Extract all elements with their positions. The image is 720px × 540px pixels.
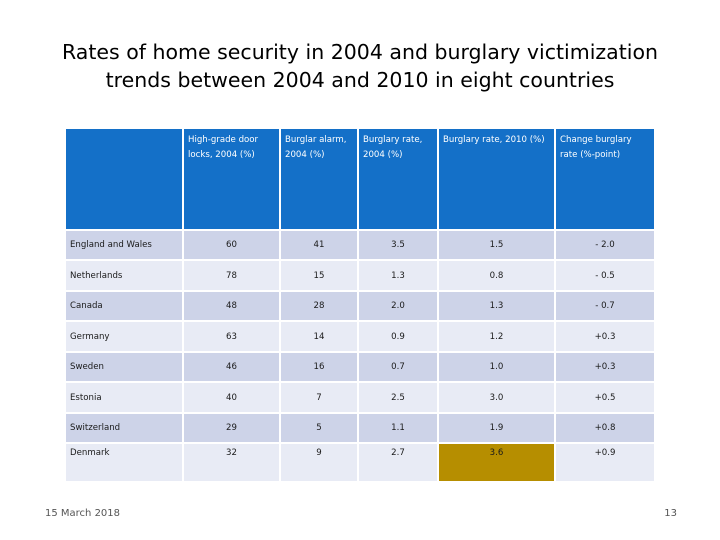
cell-rate-2010-highlighted: 3.6 xyxy=(437,442,556,483)
cell-burglar-alarm: 5 xyxy=(279,411,359,445)
cell-change: +0.8 xyxy=(554,411,656,445)
table-row: Estonia 40 7 2.5 3.0 +0.5 xyxy=(64,381,656,414)
header-burglar-alarm: Burglar alarm, 2004 (%) xyxy=(279,127,359,231)
cell-rate-2004: 2.0 xyxy=(357,289,439,323)
slide-title: Rates of home security in 2004 and burgl… xyxy=(40,38,680,94)
cell-change: - 2.0 xyxy=(554,228,656,262)
cell-country: Canada xyxy=(64,289,184,323)
cell-country: Germany xyxy=(64,320,184,353)
cell-burglar-alarm: 14 xyxy=(279,320,359,353)
cell-door-locks: 32 xyxy=(182,442,281,483)
table-row: England and Wales 60 41 3.5 1.5 - 2.0 xyxy=(64,228,656,262)
cell-burglar-alarm: 28 xyxy=(279,289,359,323)
cell-rate-2010: 1.5 xyxy=(437,228,556,262)
cell-door-locks: 29 xyxy=(182,411,281,445)
cell-rate-2004: 0.7 xyxy=(357,350,439,384)
cell-burglar-alarm: 9 xyxy=(279,442,359,483)
table-row: Canada 48 28 2.0 1.3 - 0.7 xyxy=(64,289,656,323)
page-number: 13 xyxy=(664,508,677,519)
cell-rate-2004: 0.9 xyxy=(357,320,439,353)
header-burglary-rate-2004: Burglary rate, 2004 (%) xyxy=(357,127,439,231)
cell-change: +0.5 xyxy=(554,381,656,414)
cell-burglar-alarm: 7 xyxy=(279,381,359,414)
cell-door-locks: 46 xyxy=(182,350,281,384)
cell-burglar-alarm: 41 xyxy=(279,228,359,262)
cell-rate-2010: 1.0 xyxy=(437,350,556,384)
cell-country: Netherlands xyxy=(64,259,184,292)
cell-door-locks: 60 xyxy=(182,228,281,262)
cell-change: +0.9 xyxy=(554,442,656,483)
cell-rate-2004: 2.5 xyxy=(357,381,439,414)
cell-rate-2004: 2.7 xyxy=(357,442,439,483)
cell-country: Denmark xyxy=(64,442,184,483)
cell-country: Switzerland xyxy=(64,411,184,445)
cell-door-locks: 40 xyxy=(182,381,281,414)
cell-rate-2004: 1.3 xyxy=(357,259,439,292)
cell-door-locks: 78 xyxy=(182,259,281,292)
table-row: Sweden 46 16 0.7 1.0 +0.3 xyxy=(64,350,656,384)
cell-door-locks: 48 xyxy=(182,289,281,323)
cell-rate-2010: 3.0 xyxy=(437,381,556,414)
table-row: Switzerland 29 5 1.1 1.9 +0.8 xyxy=(64,411,656,445)
cell-burglar-alarm: 15 xyxy=(279,259,359,292)
cell-country: Estonia xyxy=(64,381,184,414)
cell-change: +0.3 xyxy=(554,320,656,353)
cell-change: - 0.5 xyxy=(554,259,656,292)
cell-rate-2010: 0.8 xyxy=(437,259,556,292)
table-row: Denmark 32 9 2.7 3.6 +0.9 xyxy=(64,442,656,483)
cell-door-locks: 63 xyxy=(182,320,281,353)
cell-burglar-alarm: 16 xyxy=(279,350,359,384)
slide-title-line-2: trends between 2004 and 2010 in eight co… xyxy=(105,68,615,92)
cell-country: England and Wales xyxy=(64,228,184,262)
table-row: Germany 63 14 0.9 1.2 +0.3 xyxy=(64,320,656,353)
cell-rate-2004: 3.5 xyxy=(357,228,439,262)
cell-rate-2010: 1.2 xyxy=(437,320,556,353)
slide-title-line-1: Rates of home security in 2004 and burgl… xyxy=(62,40,658,64)
cell-country: Sweden xyxy=(64,350,184,384)
footer-date: 15 March 2018 xyxy=(45,508,121,519)
cell-rate-2004: 1.1 xyxy=(357,411,439,445)
table-row: Netherlands 78 15 1.3 0.8 - 0.5 xyxy=(64,259,656,292)
header-burglary-rate-2010: Burglary rate, 2010 (%) xyxy=(437,127,556,231)
burglary-data-table: High-grade door locks, 2004 (%) Burglar … xyxy=(64,127,656,483)
header-country xyxy=(64,127,184,231)
cell-change: +0.3 xyxy=(554,350,656,384)
table-header-row: High-grade door locks, 2004 (%) Burglar … xyxy=(64,127,656,231)
cell-rate-2010: 1.9 xyxy=(437,411,556,445)
header-door-locks: High-grade door locks, 2004 (%) xyxy=(182,127,281,231)
header-change-rate: Change burglary rate (%-point) xyxy=(554,127,656,231)
cell-change: - 0.7 xyxy=(554,289,656,323)
cell-rate-2010: 1.3 xyxy=(437,289,556,323)
